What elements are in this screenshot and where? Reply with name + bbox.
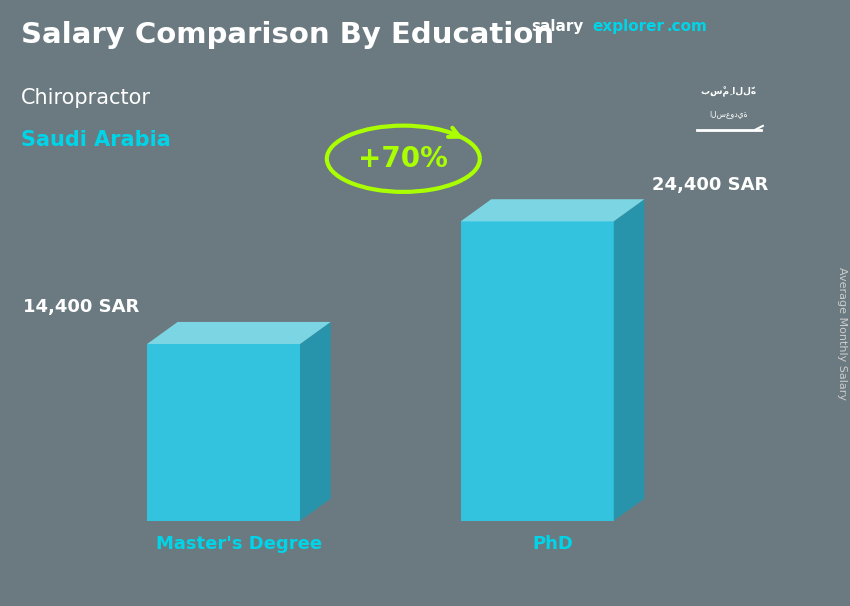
Text: 24,400 SAR: 24,400 SAR — [652, 176, 768, 194]
Polygon shape — [461, 221, 614, 521]
Text: Master's Degree: Master's Degree — [156, 536, 322, 553]
Polygon shape — [614, 199, 644, 521]
Text: السعودية: السعودية — [710, 109, 748, 118]
Text: بِسْمِ اللَّه: بِسْمِ اللَّه — [701, 87, 756, 97]
Text: Average Monthly Salary: Average Monthly Salary — [837, 267, 847, 400]
Text: 14,400 SAR: 14,400 SAR — [23, 298, 139, 316]
Text: PhD: PhD — [532, 536, 573, 553]
Text: explorer: explorer — [592, 19, 665, 35]
Text: Salary Comparison By Education: Salary Comparison By Education — [21, 21, 554, 49]
Text: salary: salary — [531, 19, 584, 35]
Polygon shape — [147, 322, 331, 344]
Text: Chiropractor: Chiropractor — [21, 88, 151, 108]
Polygon shape — [300, 322, 331, 521]
Polygon shape — [461, 199, 644, 221]
Text: +70%: +70% — [359, 145, 448, 173]
Text: Saudi Arabia: Saudi Arabia — [21, 130, 171, 150]
Polygon shape — [147, 344, 300, 521]
Text: .com: .com — [666, 19, 707, 35]
